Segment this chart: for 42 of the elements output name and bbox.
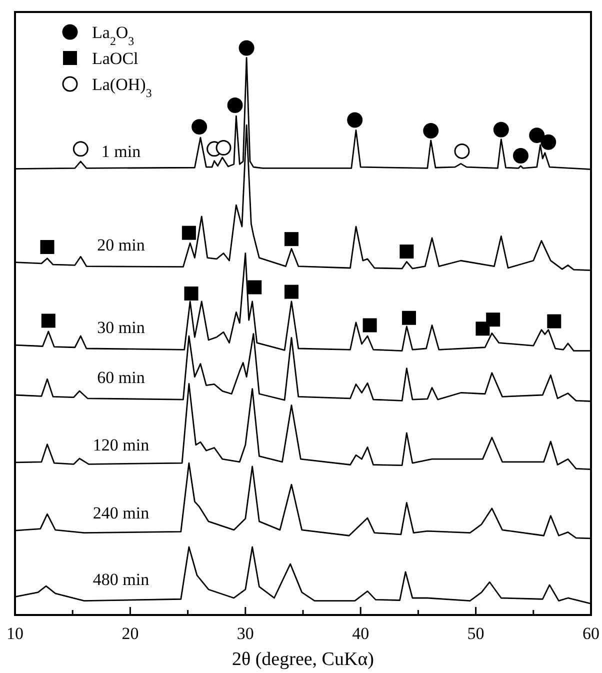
point (227, 98, 243, 114)
point (41, 314, 56, 328)
point (238, 40, 254, 56)
point (540, 134, 556, 150)
x-tick-label: 60 (582, 624, 600, 643)
point (284, 232, 298, 246)
series-label: 120 min (92, 435, 150, 454)
point (248, 280, 262, 294)
point (216, 140, 232, 156)
series-label: 30 min (97, 318, 146, 338)
point (547, 314, 562, 328)
x-tick-label: 50 (467, 624, 484, 643)
point (347, 112, 363, 128)
point (362, 318, 377, 332)
x-tick-label: 40 (352, 624, 370, 643)
series-label: 240 min (92, 504, 150, 523)
point (40, 240, 54, 254)
point (182, 226, 196, 240)
point (402, 310, 416, 325)
point (423, 123, 439, 139)
point (454, 143, 470, 159)
x-tick-label: 10 (6, 624, 24, 643)
x-tick-label: 20 (122, 624, 139, 643)
point (284, 284, 298, 299)
point (72, 141, 88, 157)
point (493, 122, 509, 138)
point (486, 312, 500, 327)
series-label: 20 min (97, 235, 146, 254)
legend-label: LaOCl (92, 49, 139, 68)
point (400, 244, 414, 259)
x-axis-title: 2θ (degree, CuKα) (232, 649, 374, 670)
series-label: 1 min (101, 142, 142, 161)
series-label: 480 min (92, 570, 150, 589)
legend-label: La$_{2}$O$_{3}$ (92, 23, 134, 48)
point (476, 322, 490, 336)
x-tick-label: 30 (236, 624, 254, 643)
point (192, 119, 208, 135)
point (184, 286, 198, 301)
point (512, 148, 528, 164)
legend-label: La(OH)$_{3}$ (92, 75, 152, 100)
series-label: 60 min (97, 368, 146, 388)
point (529, 128, 545, 144)
